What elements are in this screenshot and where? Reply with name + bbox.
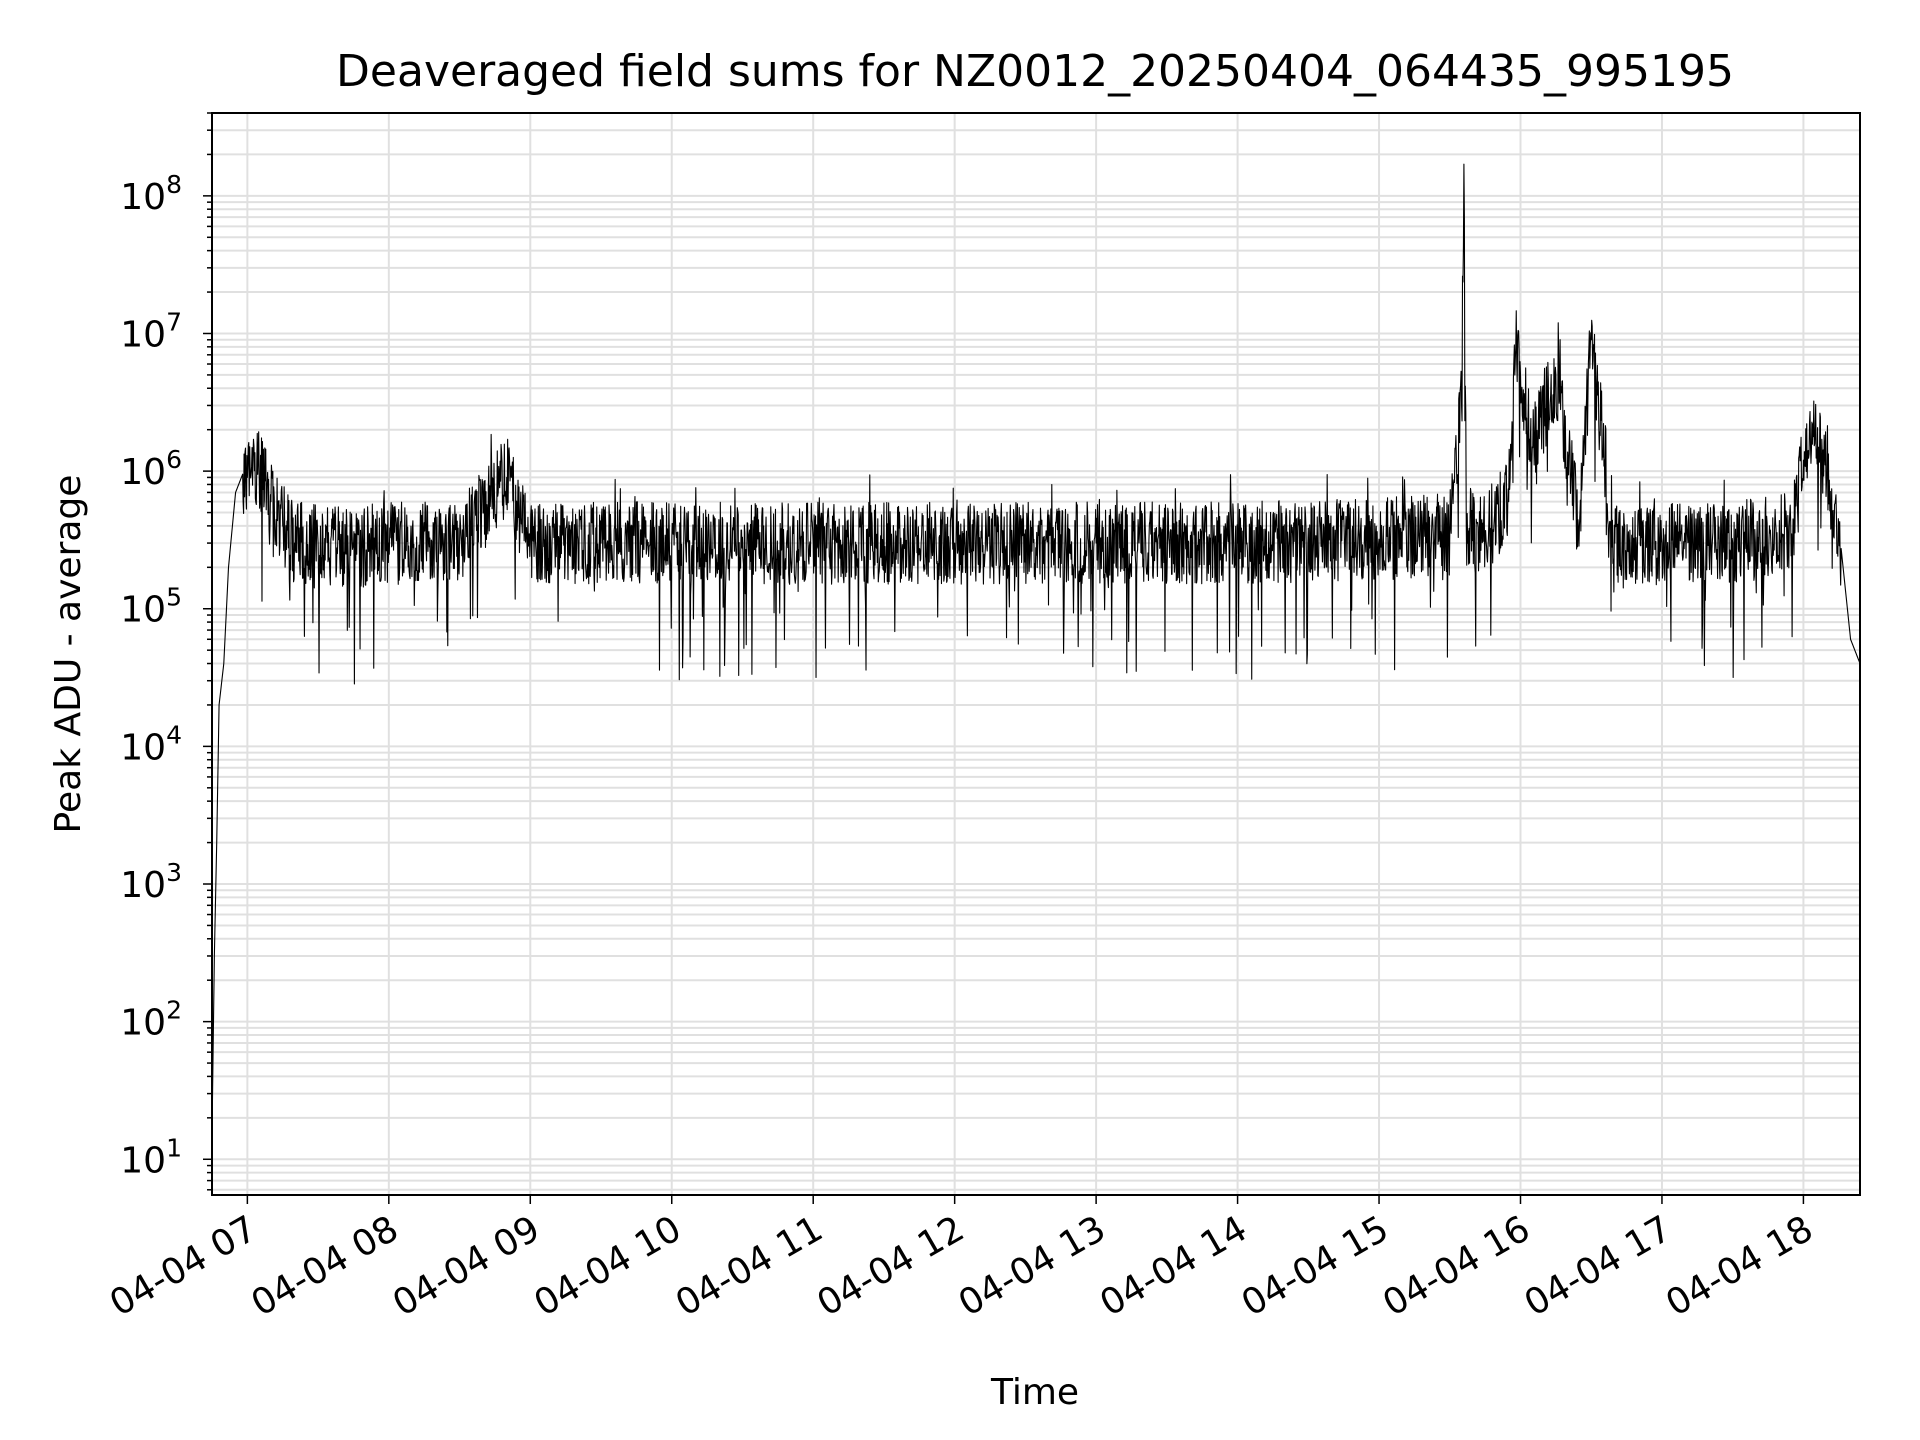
y-tick-label: 108 — [120, 170, 182, 218]
series-group — [212, 163, 1860, 1136]
series-line — [212, 163, 1860, 1136]
y-tick-label: 102 — [120, 996, 182, 1044]
y-axis: 101 102 103 104 105 106 107 108 — [120, 112, 212, 1191]
chart-title: Deaveraged field sums for NZ0012_2025040… — [336, 46, 1734, 97]
plot-frame — [211, 112, 1861, 1196]
y-tick-label: 106 — [120, 445, 182, 493]
y-tick-label: 105 — [120, 583, 182, 631]
y-axis-label: Peak ADU - average — [48, 475, 89, 834]
y-tick-label: 107 — [120, 307, 182, 355]
y-tick-label: 101 — [120, 1133, 182, 1181]
y-tick-label: 103 — [120, 858, 182, 906]
y-tick-label: 104 — [120, 720, 182, 768]
grid — [212, 112, 1860, 1195]
x-axis-label: Time — [990, 1372, 1079, 1413]
